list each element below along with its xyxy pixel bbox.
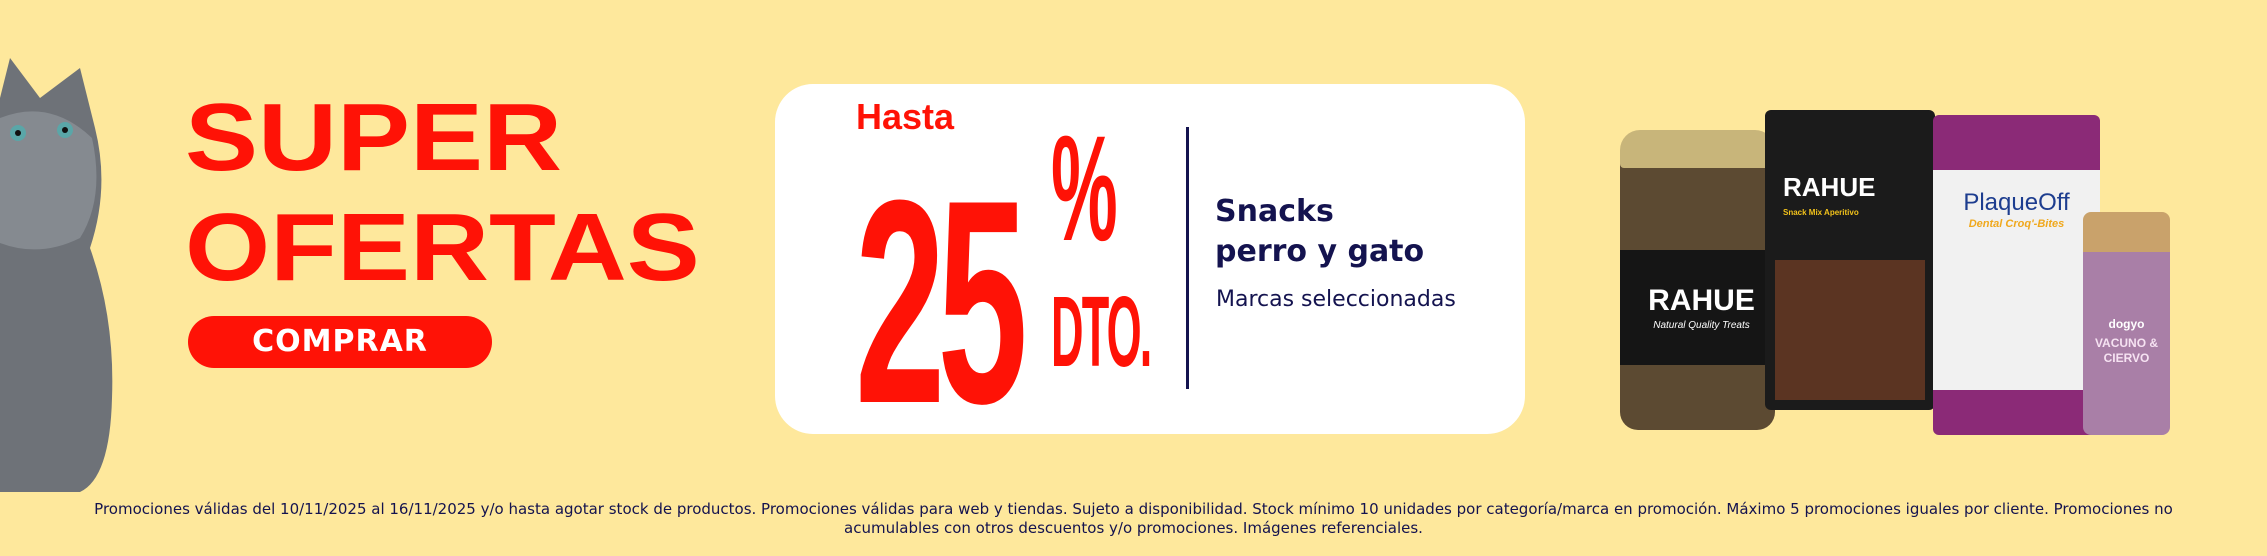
comprar-button[interactable]: COMPRAR bbox=[188, 316, 492, 368]
offer-title-line1: Snacks bbox=[1215, 194, 1334, 229]
percent-sign: % bbox=[1051, 104, 1118, 272]
offer-title-line2: perro y gato bbox=[1215, 234, 1425, 269]
product-tagline: Snack Mix Aperitivo bbox=[1783, 208, 1859, 217]
product-dogyo: dogyo VACUNO & CIERVO bbox=[2083, 212, 2170, 435]
product-rahue-jar: RAHUE Natural Quality Treats bbox=[1620, 130, 1775, 430]
product-tagline: VACUNO & CIERVO bbox=[2094, 336, 2159, 365]
product-brand: dogyo bbox=[2108, 317, 2145, 331]
product-tagline: Dental Croq'-Bites bbox=[1968, 218, 2065, 230]
discount-suffix: DTO. bbox=[1051, 276, 1152, 388]
offer-card: Hasta 25 % DTO. Snacks perro y gato Marc… bbox=[775, 84, 1525, 464]
offer-title: Snacks perro y gato bbox=[1215, 192, 1424, 272]
headline-ofertas: OFERTAS bbox=[185, 194, 700, 301]
product-brand: RAHUE bbox=[1648, 284, 1755, 317]
product-plaqueoff: PlaqueOff Dental Croq'-Bites bbox=[1933, 115, 2100, 435]
discount-value: 25 bbox=[855, 140, 1028, 464]
legal-disclaimer: Promociones válidas del 10/11/2025 al 16… bbox=[94, 500, 2173, 537]
headline-super: SUPER bbox=[185, 84, 563, 191]
offer-subtitle: Marcas seleccionadas bbox=[1216, 287, 1456, 312]
product-brand: RAHUE bbox=[1783, 172, 1876, 202]
divider bbox=[1186, 127, 1189, 389]
product-brand: PlaqueOff bbox=[1963, 189, 2070, 216]
product-rahue-bag: RAHUE Snack Mix Aperitivo bbox=[1765, 110, 1935, 410]
offer-prefix: Hasta bbox=[856, 96, 955, 137]
product-tagline: Natural Quality Treats bbox=[1653, 320, 1750, 331]
cat-image bbox=[0, 58, 113, 492]
